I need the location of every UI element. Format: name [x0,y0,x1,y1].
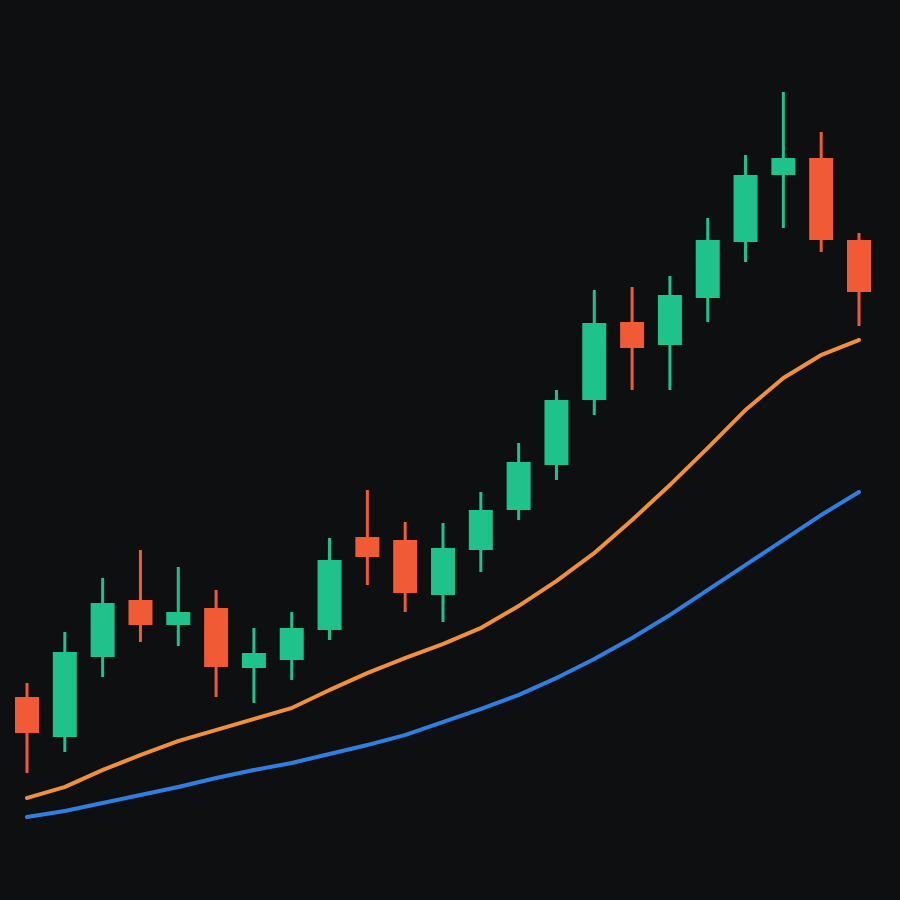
candle-body [544,400,569,465]
candle-body [52,652,77,737]
candle-body [241,653,266,668]
candle-body [620,322,645,348]
moving-average-line [25,490,861,819]
candle-body [128,600,153,625]
candle-body [355,537,380,557]
candle-body [468,510,493,550]
candle-body [809,158,834,240]
candle-body [695,240,720,298]
candle-body [506,462,531,510]
candle-body [582,323,607,400]
moving-average-line [25,338,861,800]
candle-body [657,295,682,345]
candle-body [733,175,758,242]
candle-body [431,548,455,595]
candle-body [847,240,871,292]
candle-body [317,560,342,630]
candle-body [771,158,796,175]
candle-body [393,540,418,593]
candle-body [166,612,191,625]
candle-body [204,608,229,667]
candle-body [90,603,115,657]
candle-body [279,628,304,660]
candle-body [15,697,39,733]
